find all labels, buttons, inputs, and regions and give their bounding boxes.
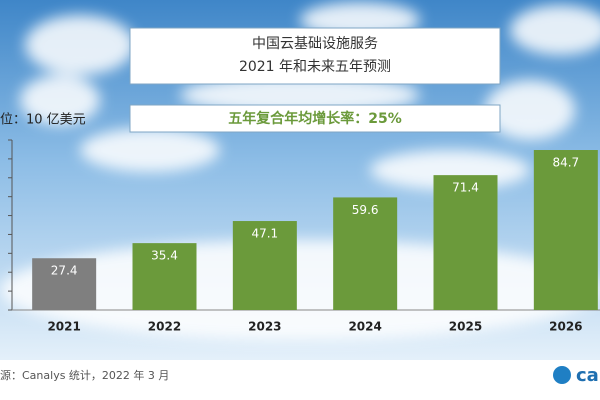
footer	[0, 360, 600, 400]
logo-icon	[553, 366, 571, 384]
value-label: 47.1	[251, 227, 278, 241]
title-box	[129, 27, 501, 85]
x-tick-label: 2021	[47, 320, 80, 334]
x-tick-label: 2025	[449, 320, 482, 334]
x-tick-label: 2023	[248, 320, 281, 334]
value-label: 71.4	[452, 181, 479, 195]
annotation: 五年复合年均增长率：25%	[228, 110, 402, 127]
chart-title: 中国云基础设施服务	[252, 35, 378, 52]
value-label: 84.7	[552, 156, 579, 170]
value-label: 35.4	[151, 249, 178, 263]
value-label: 59.6	[352, 203, 379, 217]
bar	[132, 243, 197, 310]
bar	[433, 175, 498, 310]
annotation-box	[129, 104, 501, 133]
bar	[32, 258, 97, 310]
value-label: 27.4	[51, 264, 78, 278]
logo: can	[576, 365, 600, 386]
chart-subtitle: 2021 年和未来五年预测	[239, 59, 391, 75]
bar	[333, 197, 398, 310]
y-axis-label: 位：10 亿美元	[0, 113, 86, 128]
bar	[232, 221, 297, 310]
x-tick-label: 2022	[148, 320, 181, 334]
source: 源：Canalys 统计，2022 年 3 月	[0, 368, 169, 382]
x-tick-label: 2024	[348, 320, 381, 334]
x-tick-label: 2026	[549, 320, 582, 334]
bar	[533, 150, 598, 310]
